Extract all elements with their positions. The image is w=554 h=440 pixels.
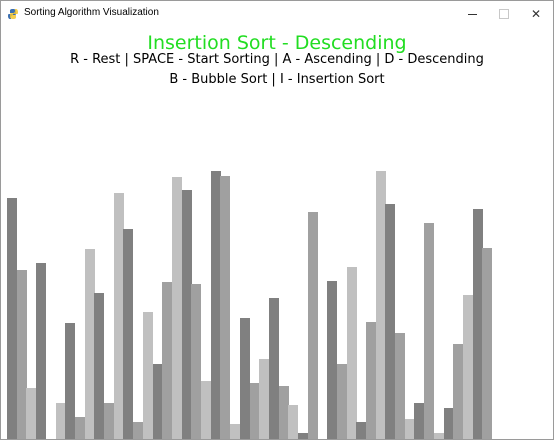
bar — [210, 171, 221, 439]
bar — [375, 171, 386, 439]
bar — [249, 383, 260, 439]
bar — [433, 433, 444, 439]
bar — [152, 364, 163, 439]
minimize-icon — [467, 13, 477, 15]
bar — [113, 193, 124, 439]
bars-area — [1, 27, 553, 439]
bar — [94, 293, 105, 439]
bar — [259, 359, 270, 439]
close-button[interactable]: ✕ — [520, 1, 552, 27]
bar — [104, 403, 114, 439]
bar — [65, 323, 76, 439]
bar — [385, 204, 396, 439]
bar — [336, 364, 347, 439]
controls-help-line-2: B - Bubble Sort | I - Insertion Sort — [169, 72, 385, 87]
bar — [268, 298, 279, 439]
visualization-canvas[interactable]: Insertion Sort - Descending R - Rest | S… — [1, 27, 553, 439]
title-bar[interactable]: Sorting Algorithm Visualization ✕ — [1, 1, 553, 27]
minimize-button[interactable] — [456, 1, 488, 27]
bar — [191, 284, 202, 439]
controls-help-line-1: R - Rest | SPACE - Start Sorting | A - A… — [70, 52, 484, 67]
window-title: Sorting Algorithm Visualization — [24, 7, 159, 18]
bar — [220, 176, 231, 439]
bar — [482, 248, 493, 439]
bar — [278, 386, 289, 439]
bar — [288, 405, 299, 439]
bar — [26, 388, 37, 439]
bar — [453, 344, 464, 439]
bar — [84, 249, 95, 439]
bar — [414, 403, 425, 439]
bar — [239, 318, 250, 439]
bar — [162, 282, 173, 439]
maximize-icon — [499, 9, 509, 19]
python-snake-icon — [8, 9, 18, 19]
bar — [74, 417, 85, 439]
bar — [142, 312, 153, 439]
maximize-button[interactable] — [488, 1, 520, 27]
bar — [346, 267, 357, 439]
bar — [123, 229, 134, 439]
bar — [298, 433, 308, 439]
algorithm-heading: Insertion Sort - Descending — [147, 32, 407, 54]
bar — [404, 419, 415, 439]
bar — [7, 198, 17, 439]
bar — [181, 190, 192, 439]
bar — [395, 333, 405, 439]
close-icon: ✕ — [530, 7, 542, 21]
bar — [36, 263, 47, 439]
bar — [356, 422, 367, 439]
bar — [55, 403, 66, 439]
bar — [307, 212, 318, 439]
bar — [171, 177, 182, 439]
bar — [230, 424, 241, 439]
bar — [16, 270, 27, 439]
bar — [472, 209, 483, 439]
bar — [424, 223, 435, 439]
bar — [365, 322, 376, 439]
bar — [327, 281, 338, 439]
bar — [133, 422, 144, 439]
bar — [201, 381, 211, 439]
bar — [462, 295, 473, 439]
bar — [443, 408, 454, 439]
